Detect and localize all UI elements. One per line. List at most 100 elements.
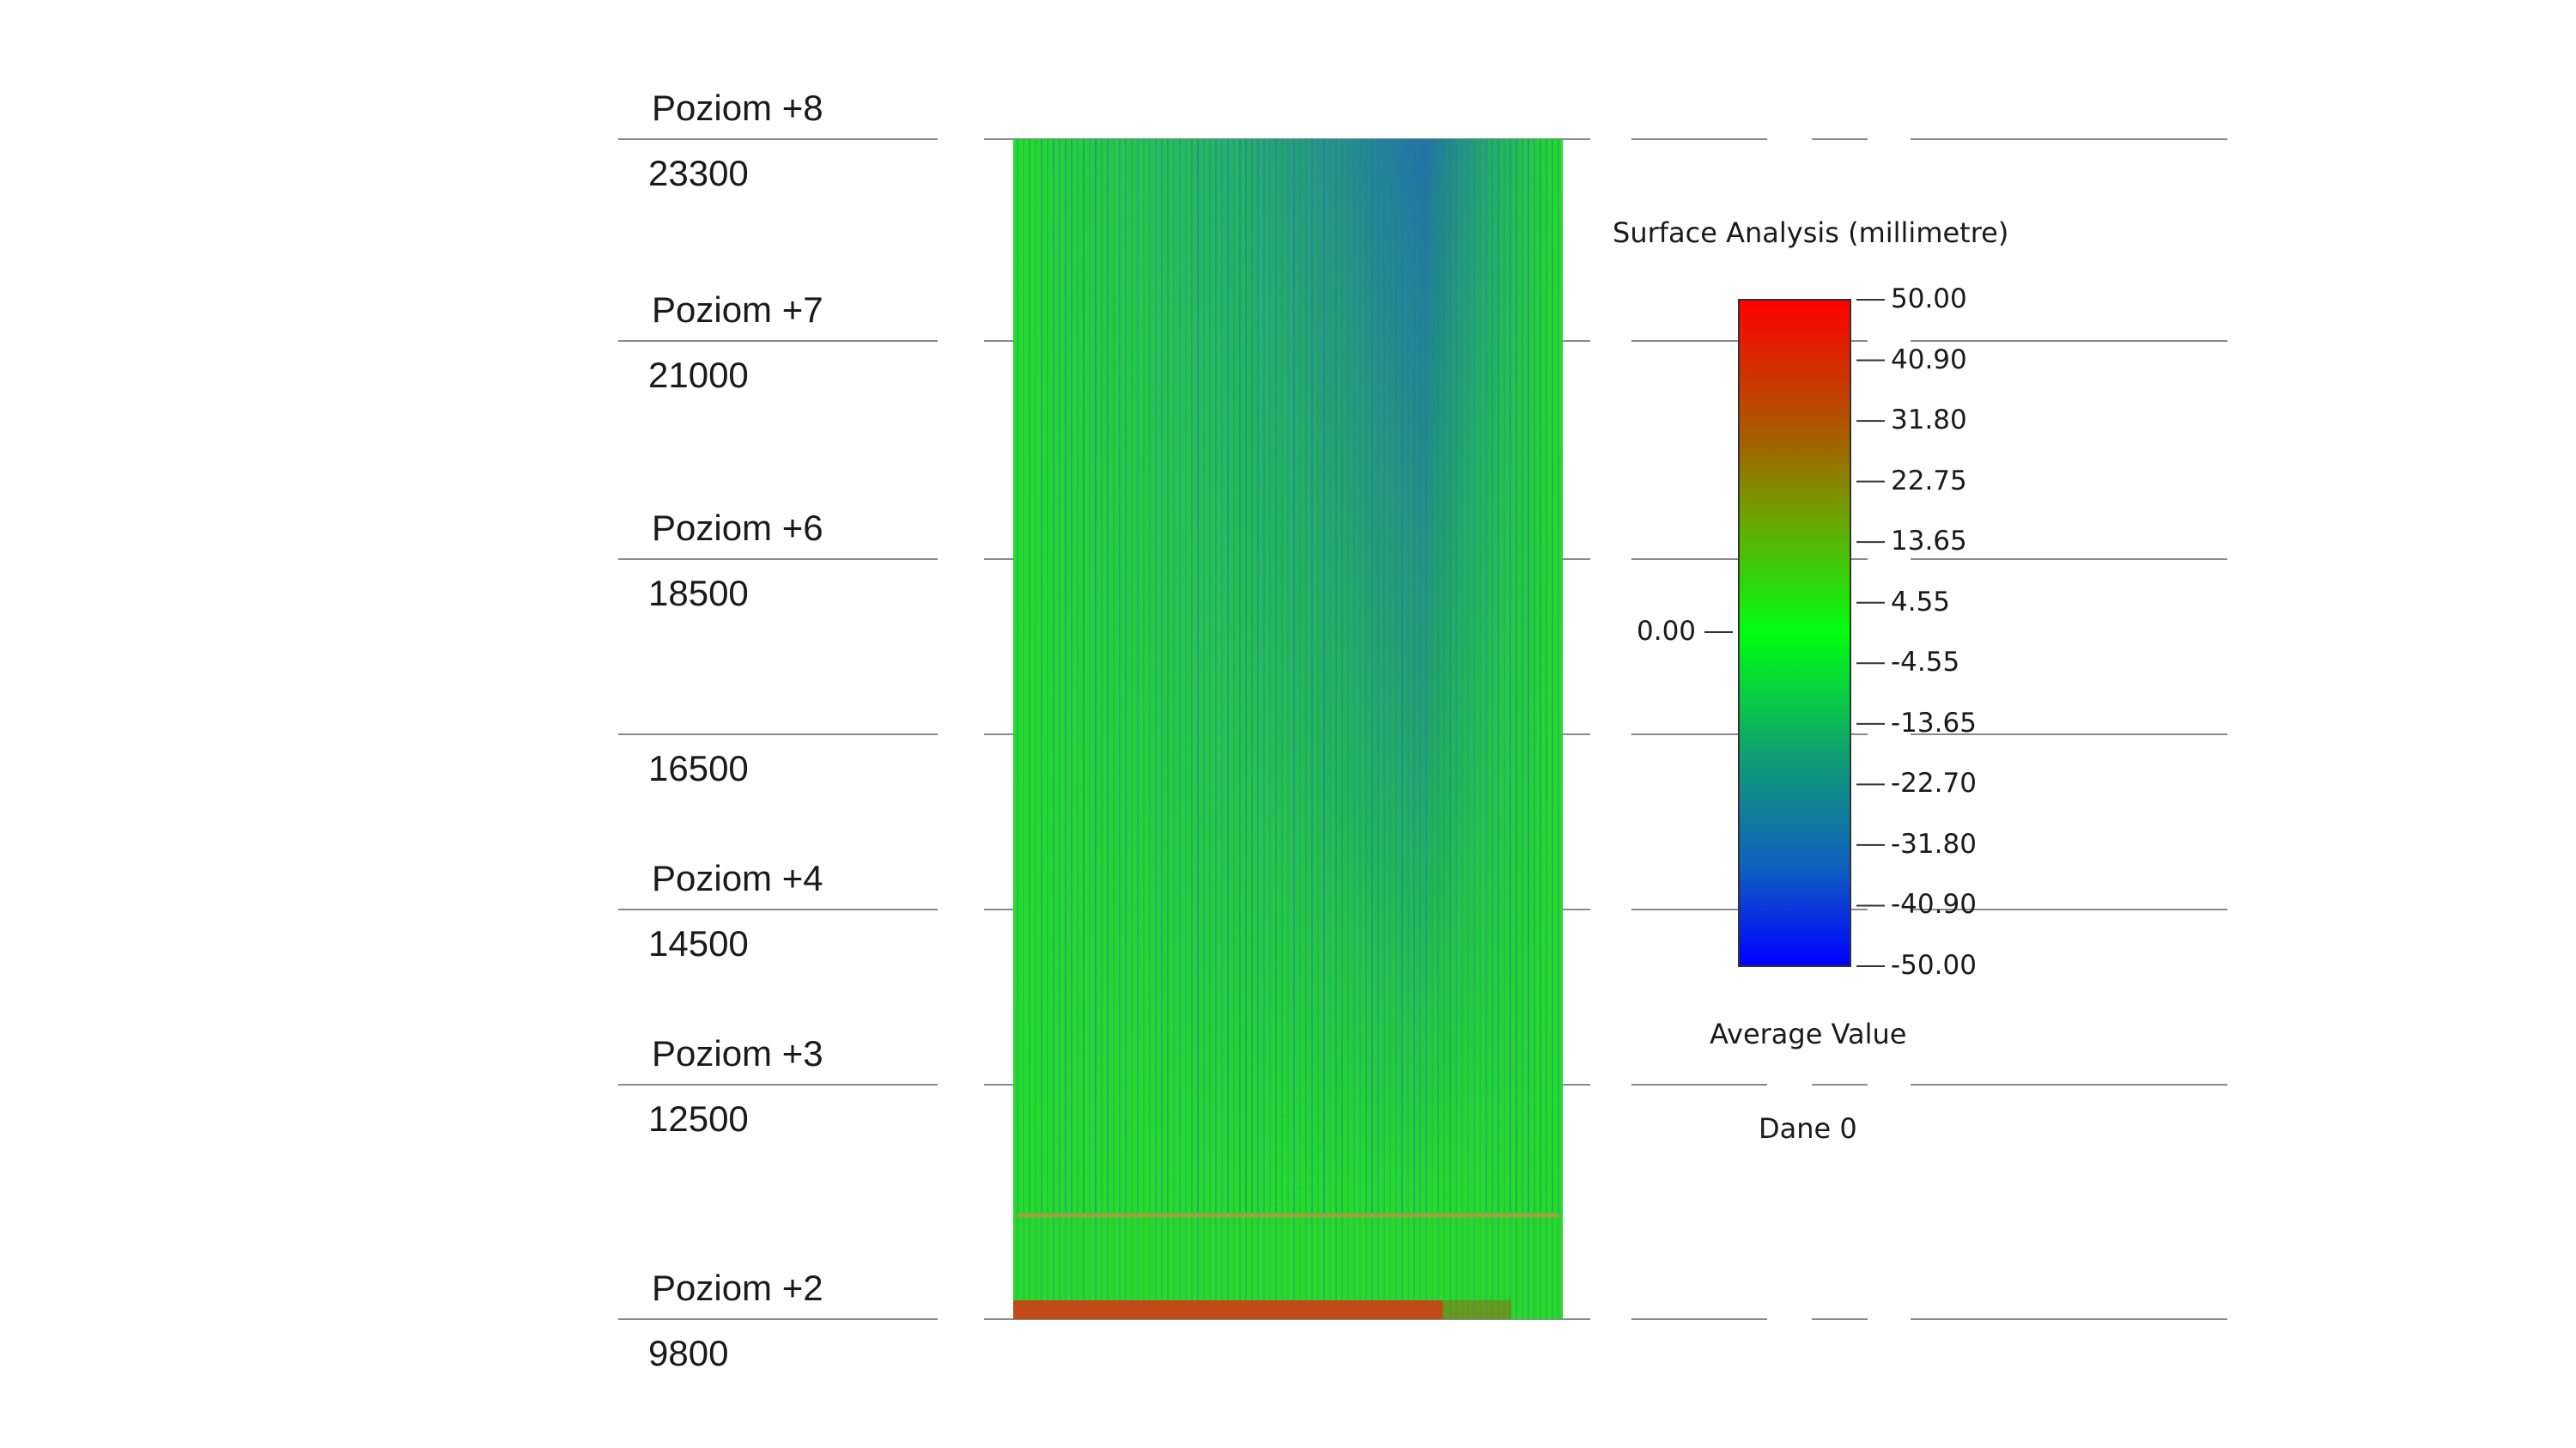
level-name: Poziom +7 [652,289,823,330]
surface-stripe [1281,139,1283,1319]
surface-stripe [1317,139,1319,1319]
surface-stripe [1455,139,1457,1319]
scale-tick-label: -50.00 [1891,950,1977,981]
legend-caption-average: Average Value [1710,1018,1907,1050]
surface-stripe [1546,139,1547,1319]
surface-stripes [1017,139,1559,1319]
scale-tick-label: -13.65 [1891,707,1977,739]
surface-stripe [1528,139,1529,1319]
surface-stripe [1053,139,1054,1319]
surface-stripe [1233,139,1235,1319]
color-scale-ticks [1856,299,1885,967]
level-elevation: 21000 [648,355,749,395]
surface-stripe [1498,139,1499,1319]
surface-stripe [1167,139,1169,1319]
surface-stripe [1221,139,1223,1319]
surface-stripe [1065,139,1066,1319]
zero-marker-label: 0.00 [1637,616,1697,647]
surface-stripe [1323,139,1325,1319]
scale-tick-label: 50.00 [1891,283,1967,314]
surface-stripe [1257,139,1259,1319]
scale-tick-label: -4.55 [1891,647,1960,678]
surface-stripe [1035,139,1036,1319]
surface-stripe [1443,139,1445,1319]
level-elevation: 18500 [648,573,749,613]
surface-stripe [1089,139,1091,1319]
scale-tick-label: 40.90 [1891,344,1967,375]
level-name: Poziom +8 [652,88,823,128]
surface-stripe [1347,139,1349,1319]
surface-stripe [1251,139,1253,1319]
surface-stripe [1353,139,1355,1319]
surface-stripe [1029,139,1030,1319]
surface-stripe [1437,139,1439,1319]
surface-stripe [1383,139,1385,1319]
surface-stripe [1413,139,1415,1319]
surface-stripe [1095,139,1097,1319]
surface-stripe [1419,139,1421,1319]
surface-stripe [1197,139,1199,1319]
base-positive-deviation-fade [1443,1300,1511,1319]
level-elevation: 23300 [648,153,749,193]
surface-stripe [1173,139,1175,1319]
surface-stripe [1161,139,1163,1319]
surface-stripe [1504,139,1505,1319]
surface-stripe [1510,139,1511,1319]
surface-stripe [1522,139,1523,1319]
surface-stripe [1077,139,1078,1319]
surface-stripe [1101,139,1103,1319]
surface-stripe [1239,139,1241,1319]
surface-stripe [1131,139,1133,1319]
surface-stripe [1407,139,1409,1319]
surface-stripe [1449,139,1451,1319]
surface-stripe [1293,139,1295,1319]
surface-stripe [1203,139,1205,1319]
level-name: Poziom +4 [652,858,823,898]
surface-stripe [1359,139,1361,1319]
surface-stripe [1143,139,1145,1319]
surface-stripe [1107,139,1109,1319]
surface-stripe [1041,139,1042,1319]
color-scale-bar [1738,299,1851,967]
surface-stripe [1275,139,1277,1319]
level-name: Poziom +3 [652,1033,823,1074]
surface-stripe [1516,139,1517,1319]
surface-stripe [1023,139,1024,1319]
scale-tick-label: -22.70 [1891,768,1977,800]
surface-stripe [1299,139,1301,1319]
surface-panel [1013,139,1563,1319]
surface-stripe [1341,139,1343,1319]
surface-stripe [1389,139,1391,1319]
surface-stripe [1558,139,1559,1319]
surface-stripe [1492,139,1493,1319]
surface-stripe [1017,139,1018,1319]
surface-stripe [1540,139,1541,1319]
surface-stripe [1185,139,1187,1319]
surface-stripe [1311,139,1313,1319]
level-elevation: 9800 [648,1333,729,1373]
surface-stripe [1245,139,1247,1319]
surface-stripe [1431,139,1433,1319]
scale-tick-label: 22.75 [1891,465,1967,496]
level-elevation: 16500 [648,748,749,788]
surface-stripe [1305,139,1307,1319]
surface-stripe [1209,139,1211,1319]
surface-stripe [1335,139,1337,1319]
surface-stripe [1329,139,1331,1319]
surface-stripe [1071,139,1072,1319]
surface-stripe [1059,139,1060,1319]
surface-stripe [1365,139,1367,1319]
legend-caption-dataset: Dane 0 [1759,1112,1857,1145]
level-name: Poziom +6 [652,508,823,548]
scale-tick-label: 4.55 [1891,586,1951,618]
surface-stripe [1119,139,1121,1319]
surface-stripe [1371,139,1373,1319]
level-name: Poziom +2 [652,1268,823,1308]
surface-stripe [1125,139,1127,1319]
surface-stripe [1461,139,1463,1319]
legend-title: Surface Analysis (millimetre) [1613,216,2009,249]
surface-stripe [1179,139,1181,1319]
surface-stripe [1155,139,1157,1319]
